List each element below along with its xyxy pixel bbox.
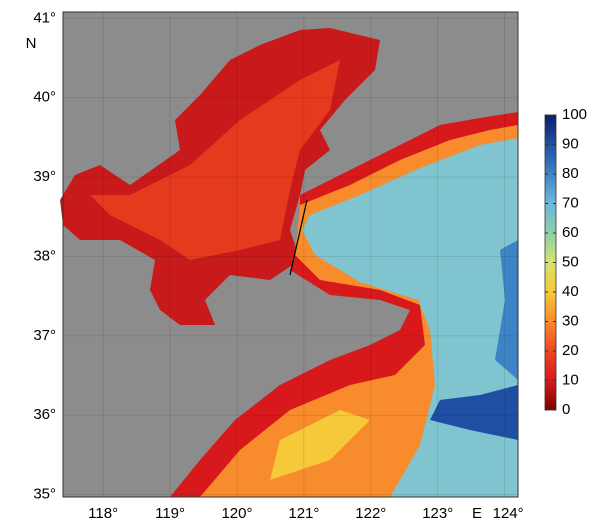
deep-patch	[495, 240, 518, 380]
y-tick-label: 41°	[33, 9, 56, 26]
colorbar-tick-label: 80	[562, 165, 579, 182]
x-label: E	[472, 505, 482, 522]
colorbar-tick-label: 50	[562, 253, 579, 270]
frame	[62, 11, 519, 498]
x-tick-label: 121°	[288, 505, 319, 522]
bohai-inner	[90, 60, 340, 260]
y-tick-label: 39°	[33, 168, 56, 185]
x-tick-label: 123°	[422, 505, 453, 522]
x-tick-label: 119°	[155, 505, 185, 522]
colorbar-tick-label: 60	[562, 224, 579, 241]
colorbar-tick-label: 30	[562, 312, 579, 329]
x-tick-label: 122°	[355, 505, 386, 522]
colorbar-tick-label: 70	[562, 194, 579, 211]
y-tick-label: 37°	[33, 327, 56, 344]
y-tick-label: 36°	[33, 406, 56, 423]
colorbar-tick-label: 20	[562, 342, 579, 359]
y-tick-label: 40°	[33, 89, 56, 106]
y-tick-label: 38°	[33, 247, 56, 264]
x-tick-label: 120°	[221, 505, 252, 522]
y-label: N	[26, 35, 37, 52]
y-tick-label: 35°	[33, 486, 56, 503]
x-tick-label: 124°	[493, 505, 524, 522]
deep-patch	[430, 385, 518, 440]
shelf-patch	[270, 410, 370, 480]
colorbar-tick-label: 40	[562, 283, 579, 300]
strait-section	[289, 199, 308, 276]
x-tick-label: 118°	[88, 505, 118, 522]
colorbar-tick-label: 0	[562, 401, 570, 418]
colorbar-tick-label: 90	[562, 135, 579, 152]
colorbar-tick-label: 10	[562, 371, 579, 388]
colorbar-tick-label: 100	[562, 106, 587, 123]
